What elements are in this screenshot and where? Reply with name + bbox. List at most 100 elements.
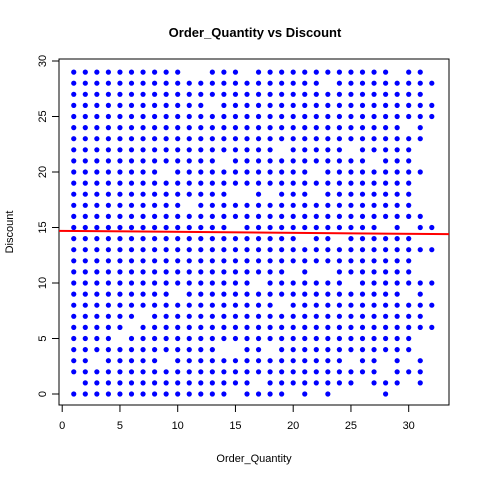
data-point: [255, 113, 262, 120]
data-point: [221, 180, 227, 186]
data-point: [336, 324, 342, 330]
data-point: [313, 125, 319, 131]
data-point: [394, 258, 400, 264]
data-point: [198, 369, 204, 375]
data-point: [325, 302, 331, 308]
data-point: [198, 80, 204, 86]
data-point: [163, 113, 169, 120]
data-point: [175, 247, 181, 253]
data-point: [244, 147, 250, 153]
data-point: [348, 258, 354, 264]
data-point: [279, 202, 285, 208]
data-point: [186, 136, 192, 142]
data-point: [255, 391, 262, 397]
data-point: [105, 335, 111, 342]
data-point: [221, 247, 227, 253]
data-point: [232, 169, 239, 175]
data-point: [94, 80, 100, 86]
data-point: [71, 302, 77, 308]
data-point: [406, 258, 412, 264]
data-point: [267, 380, 273, 386]
data-point: [221, 169, 227, 175]
data-point: [209, 247, 215, 253]
data-point: [417, 213, 423, 219]
data-point: [244, 125, 250, 131]
data-point: [232, 136, 239, 142]
data-point: [175, 180, 181, 186]
data-point: [186, 236, 192, 242]
data-point: [394, 369, 400, 375]
data-point: [221, 113, 227, 120]
data-point: [290, 236, 296, 242]
data-point: [302, 324, 308, 330]
data-point: [313, 247, 319, 253]
data-point: [371, 236, 377, 242]
data-point: [406, 69, 412, 75]
data-point: [221, 358, 227, 364]
data-point: [140, 324, 146, 330]
data-point: [302, 269, 308, 275]
data-point: [336, 80, 342, 86]
data-point: [117, 113, 123, 120]
data-point: [94, 369, 100, 375]
data-point: [359, 269, 366, 275]
data-point: [105, 91, 111, 97]
data-point: [302, 202, 308, 208]
data-point: [279, 358, 285, 364]
data-point: [336, 347, 342, 353]
data-point: [313, 147, 319, 153]
data-point: [128, 391, 135, 397]
data-point: [94, 180, 100, 186]
data-point: [279, 258, 285, 264]
data-point: [140, 213, 146, 219]
data-point: [82, 202, 88, 208]
data-point: [128, 258, 135, 264]
data-point: [325, 224, 331, 231]
data-point: [186, 158, 192, 164]
data-point: [336, 313, 342, 319]
data-point: [82, 180, 88, 186]
data-point: [371, 191, 377, 197]
data-point: [255, 158, 262, 164]
data-point: [94, 391, 100, 397]
data-point: [267, 202, 273, 208]
data-point: [140, 69, 146, 75]
data-point: [94, 269, 100, 275]
data-point: [140, 369, 146, 375]
data-point: [128, 313, 135, 319]
data-point: [383, 213, 389, 219]
data-point: [71, 358, 77, 364]
data-point: [290, 313, 296, 319]
y-axis: 0 5 10 15 20 25 30: [37, 55, 60, 397]
data-point: [371, 269, 377, 275]
data-point: [383, 258, 389, 264]
data-point: [279, 324, 285, 330]
data-point: [175, 169, 181, 175]
data-point: [348, 158, 354, 164]
data-point: [221, 335, 227, 342]
data-point: [313, 369, 319, 375]
data-point: [348, 125, 354, 131]
data-point: [255, 369, 262, 375]
data-point: [383, 324, 389, 330]
data-point: [71, 113, 77, 120]
data-point: [128, 113, 135, 120]
data-point: [359, 324, 366, 330]
data-point: [198, 91, 204, 97]
data-point: [279, 191, 285, 197]
data-point: [186, 147, 192, 153]
y-tick-label: 20: [37, 166, 49, 178]
data-point: [152, 80, 158, 86]
data-point: [394, 236, 400, 242]
data-point: [128, 213, 135, 219]
x-tick-label: 20: [287, 420, 299, 432]
data-point: [128, 247, 135, 253]
data-point: [417, 280, 423, 286]
data-point: [429, 80, 435, 86]
data-point: [383, 147, 389, 153]
data-point: [267, 91, 273, 97]
data-point: [255, 224, 262, 231]
data-point: [406, 313, 412, 319]
data-point: [186, 391, 192, 397]
data-point: [163, 224, 169, 231]
